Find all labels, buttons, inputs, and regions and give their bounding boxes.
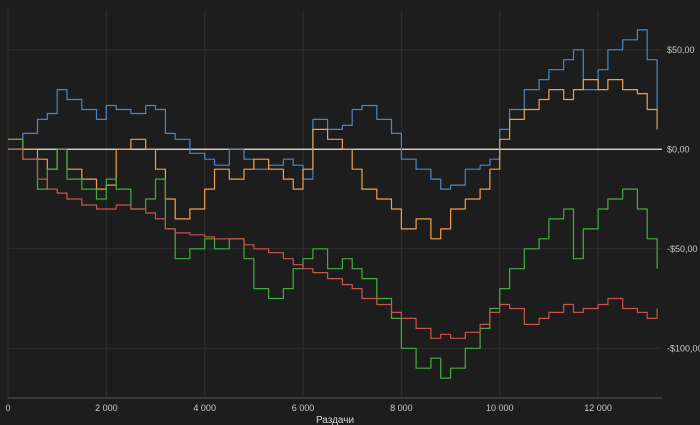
series-line-4 [8, 148, 658, 339]
series-line-2 [8, 79, 658, 240]
series-layer [8, 29, 658, 379]
y-tick-label: -$50,00 [667, 244, 698, 254]
x-tick-label: 10 000 [486, 403, 514, 413]
x-tick-label: 0 [5, 403, 10, 413]
x-axis-ticks: 0 2 000 4 000 6 000 8 000 10 000 12 000 [5, 403, 611, 413]
y-tick-label: $0,00 [667, 144, 690, 154]
x-tick-label: 6 000 [292, 403, 315, 413]
x-tick-label: 12 000 [584, 403, 612, 413]
series-line-1 [8, 29, 658, 190]
x-tick-label: 2 000 [95, 403, 118, 413]
y-axis-ticks: $50,00 $0,00 -$50,00 -$100,00 [667, 45, 700, 353]
series-line-3 [8, 138, 658, 379]
y-tick-label: -$100,00 [667, 343, 700, 353]
y-tick-label: $50,00 [667, 45, 695, 55]
x-tick-label: 8 000 [390, 403, 413, 413]
x-axis-title: Раздачи [316, 415, 354, 425]
x-tick-label: 4 000 [193, 403, 216, 413]
